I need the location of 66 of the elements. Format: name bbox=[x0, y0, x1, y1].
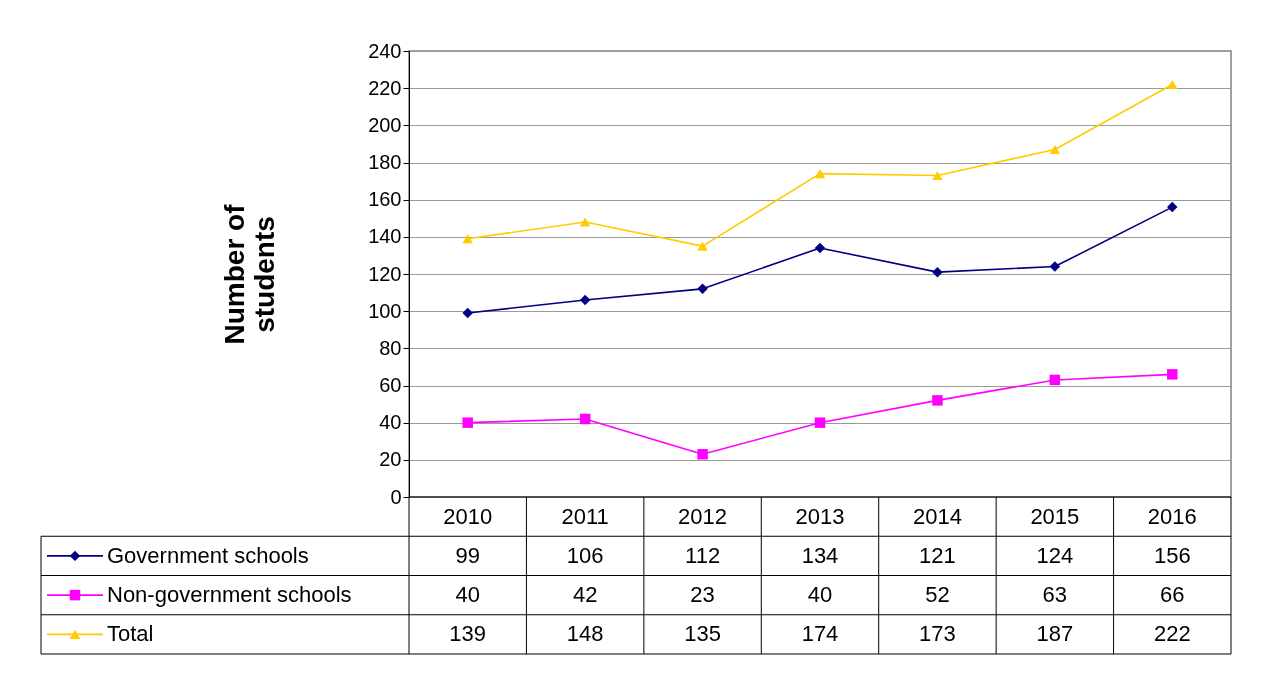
y-axis-title: Number of students bbox=[219, 203, 281, 345]
y-tick-label: 0 bbox=[390, 485, 402, 508]
y-tick-label: 160 bbox=[368, 188, 402, 211]
data-label: 63 bbox=[1042, 582, 1068, 608]
legend-label: Government schools bbox=[107, 542, 309, 568]
data-label: 135 bbox=[684, 621, 721, 647]
y-tick-label: 200 bbox=[368, 113, 402, 136]
x-tick-label: 2015 bbox=[1030, 503, 1080, 529]
data-label: 139 bbox=[449, 621, 487, 647]
point bbox=[932, 170, 943, 181]
point bbox=[462, 234, 473, 244]
data-label: 112 bbox=[685, 542, 721, 568]
data-label: 173 bbox=[919, 621, 956, 647]
data-label: 222 bbox=[1153, 621, 1191, 647]
data-label: 42 bbox=[572, 582, 598, 608]
point bbox=[932, 395, 943, 406]
x-tick-label: 2012 bbox=[678, 503, 728, 529]
x-tick-label: 2010 bbox=[443, 503, 493, 529]
data-label: 66 bbox=[1160, 582, 1185, 608]
data-label: 52 bbox=[925, 582, 950, 608]
point bbox=[579, 217, 591, 227]
y-tick-label: 240 bbox=[368, 39, 402, 62]
data-label: 106 bbox=[566, 542, 604, 568]
point bbox=[579, 294, 591, 306]
data-label: 40 bbox=[455, 582, 480, 608]
legend-label: Total bbox=[107, 621, 154, 647]
y-tick-label: 60 bbox=[379, 374, 402, 396]
y-tick-label: 220 bbox=[368, 76, 402, 99]
point bbox=[579, 413, 591, 425]
data-label: 40 bbox=[807, 582, 833, 608]
point bbox=[462, 417, 473, 428]
data-label: 174 bbox=[801, 621, 839, 647]
data-label: 187 bbox=[1036, 621, 1074, 647]
point bbox=[814, 169, 826, 179]
data-label: 134 bbox=[801, 542, 839, 568]
point bbox=[1049, 144, 1061, 155]
x-tick-label: 2016 bbox=[1147, 503, 1197, 529]
data-label: 156 bbox=[1153, 542, 1191, 568]
y-tick-label: 20 bbox=[379, 448, 402, 471]
point bbox=[1167, 79, 1178, 89]
y-tick-label: 180 bbox=[368, 151, 402, 173]
point bbox=[697, 283, 708, 295]
point bbox=[1167, 369, 1178, 380]
point bbox=[697, 241, 708, 251]
data-label: 148 bbox=[566, 621, 604, 647]
data-label: 99 bbox=[455, 542, 480, 568]
y-tick-label: 80 bbox=[379, 336, 402, 359]
point bbox=[462, 307, 473, 319]
data-label: 124 bbox=[1036, 542, 1074, 568]
data-label: 23 bbox=[690, 582, 715, 608]
y-tick-label: 100 bbox=[368, 299, 402, 322]
y-tick-label: 120 bbox=[368, 262, 402, 285]
y-tick-label: 140 bbox=[368, 225, 402, 248]
x-tick-label: 2013 bbox=[795, 503, 845, 529]
y-tick-label: 40 bbox=[379, 411, 402, 434]
point bbox=[1167, 201, 1178, 213]
point bbox=[1049, 261, 1061, 272]
x-tick-label: 2011 bbox=[561, 503, 609, 529]
legend-label: Non-government schools bbox=[107, 582, 352, 608]
point bbox=[814, 417, 826, 428]
point bbox=[1049, 374, 1061, 386]
data-label: 121 bbox=[919, 542, 956, 568]
point bbox=[814, 242, 826, 254]
point bbox=[697, 449, 708, 460]
point bbox=[932, 266, 943, 278]
x-tick-label: 2014 bbox=[912, 503, 962, 529]
